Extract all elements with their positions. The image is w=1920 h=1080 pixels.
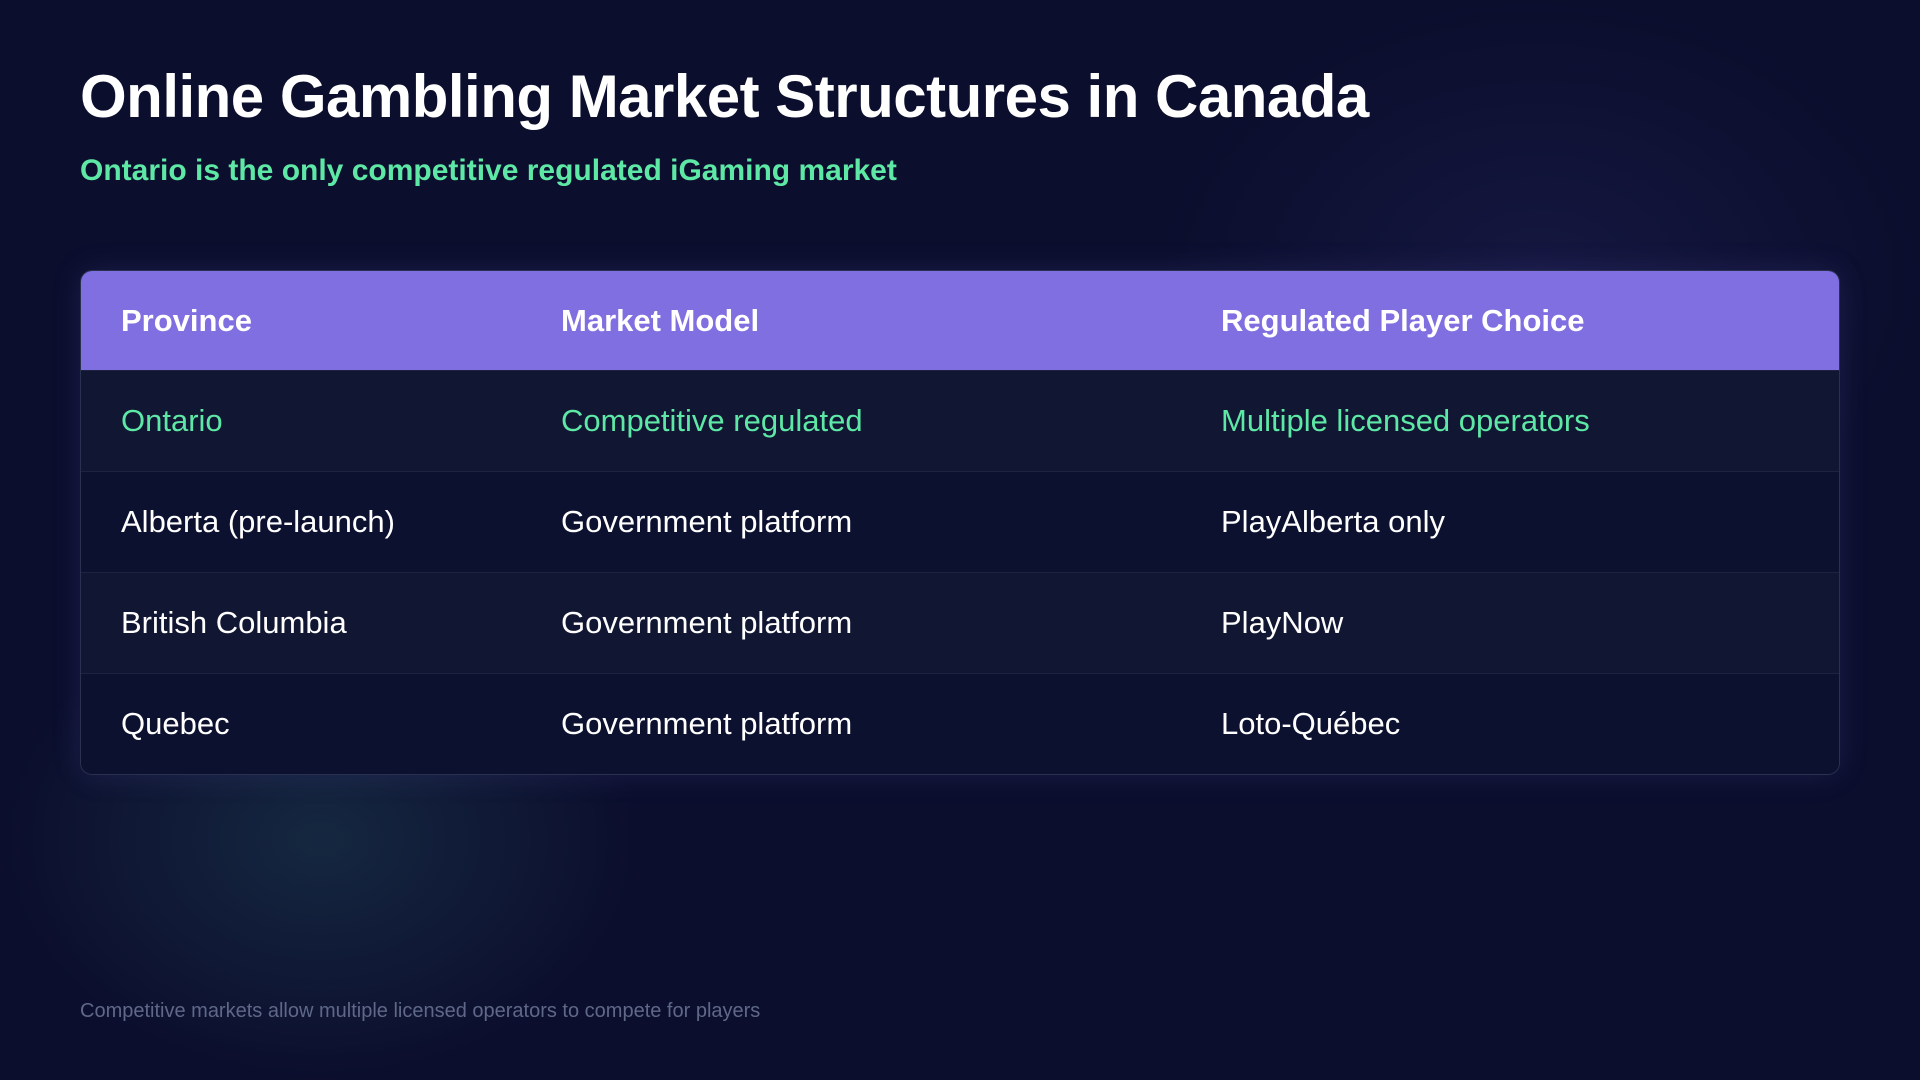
market-table: Province Market Model Regulated Player C… xyxy=(80,270,1840,775)
page-title: Online Gambling Market Structures in Can… xyxy=(80,63,1369,130)
cell-market-model: Government platform xyxy=(561,605,853,640)
footnote: Competitive markets allow multiple licen… xyxy=(80,1000,761,1022)
page-subtitle: Ontario is the only competitive regulate… xyxy=(80,154,897,187)
cell-player-choice: PlayNow xyxy=(1221,605,1344,640)
cell-market-model: Government platform xyxy=(561,504,853,539)
cell-market-model: Competitive regulated xyxy=(561,403,863,438)
cell-province: Quebec xyxy=(121,706,230,741)
table-row: Ontario Competitive regulated Multiple l… xyxy=(81,370,1839,471)
cell-player-choice: PlayAlberta only xyxy=(1221,504,1446,539)
cell-province: Ontario xyxy=(121,403,223,438)
table-header: Province Market Model Regulated Player C… xyxy=(81,271,1839,370)
cell-player-choice: Multiple licensed operators xyxy=(1221,403,1590,438)
table-row: Quebec Government platform Loto-Québec xyxy=(81,673,1839,774)
cell-player-choice: Loto-Québec xyxy=(1221,706,1401,741)
table-row: British Columbia Government platform Pla… xyxy=(81,572,1839,673)
header-market-model: Market Model xyxy=(561,302,760,338)
cell-province: Alberta (pre-launch) xyxy=(121,504,395,539)
cell-market-model: Government platform xyxy=(561,706,853,741)
cell-province: British Columbia xyxy=(121,605,347,640)
header-player-choice: Regulated Player Choice xyxy=(1221,302,1585,338)
table-row: Alberta (pre-launch) Government platform… xyxy=(81,471,1839,572)
header-province: Province xyxy=(121,302,252,338)
